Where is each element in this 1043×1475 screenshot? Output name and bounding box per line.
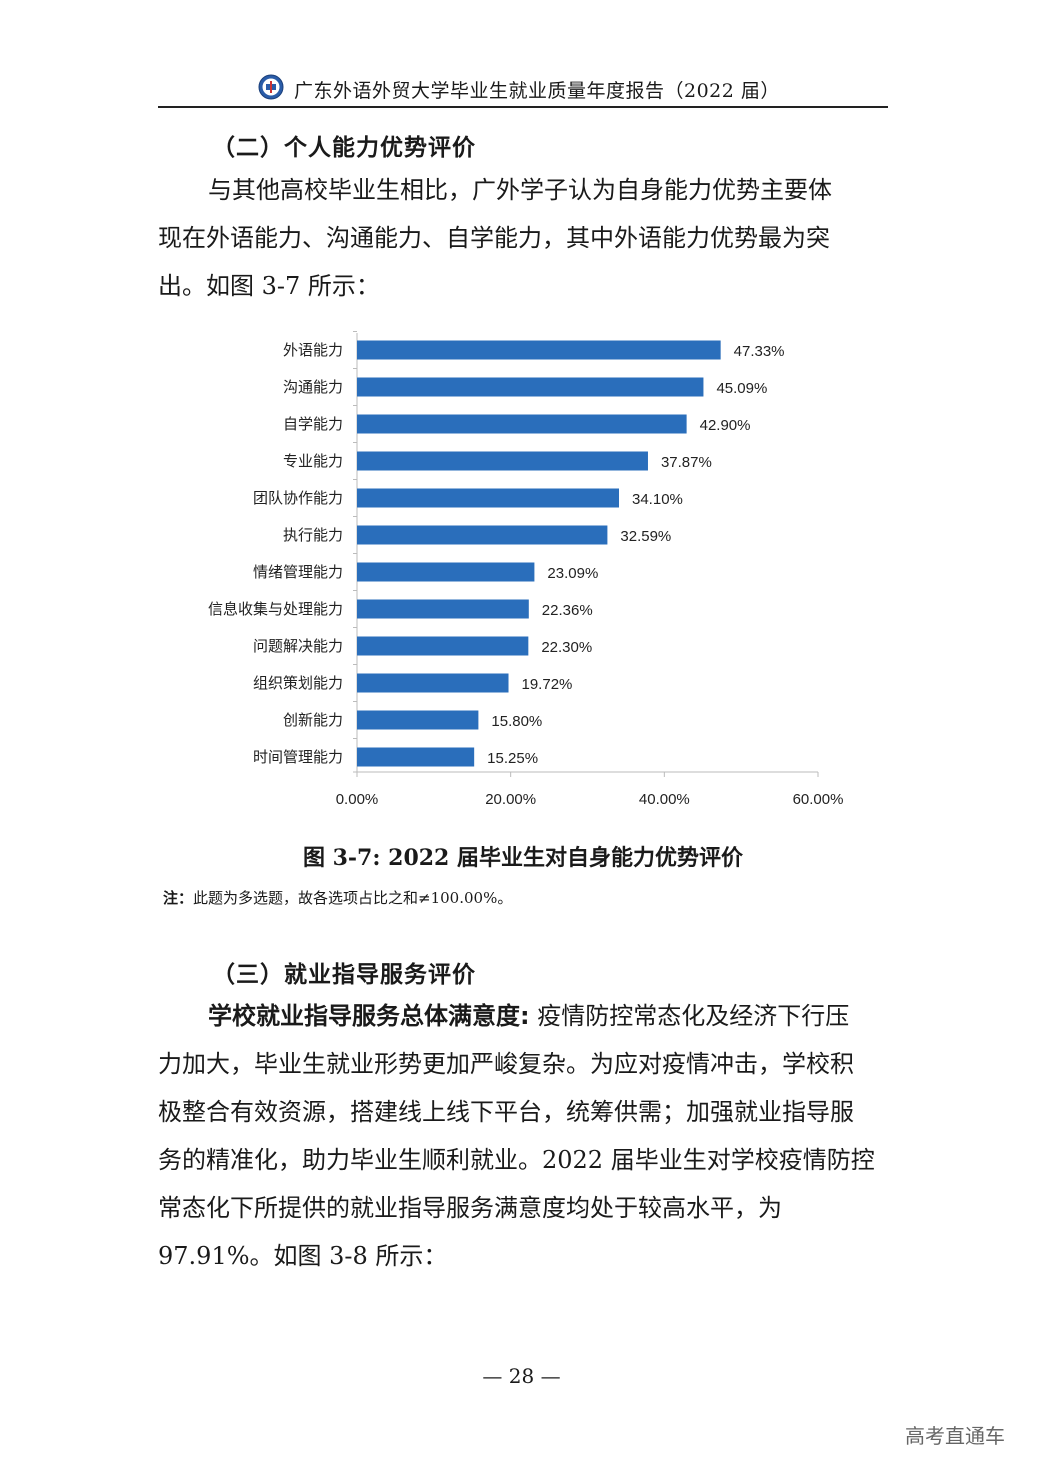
bar bbox=[357, 636, 529, 656]
data-label: 45.09% bbox=[716, 380, 767, 397]
section-2-heading: （二）个人能力优势评价 bbox=[212, 135, 476, 161]
page-header: 广东外语外贸大学毕业生就业质量年度报告（2022 届） bbox=[158, 70, 888, 108]
bar bbox=[357, 599, 529, 619]
note-text: 此题为多选题，故各选项占比之和≠100.00%。 bbox=[193, 889, 513, 907]
ability-bar-chart: 外语能力 47.33% 沟通能力 45.09% 自学能力 42.90% 专业能力 37.87%… bbox=[160, 325, 880, 825]
note-label: 注： bbox=[163, 889, 194, 907]
paragraph-line: 极整合有效资源，搭建线上线下平台，统筹供需；加强就业指导服 bbox=[158, 1098, 854, 1126]
section-2-paragraph: 与其他高校毕业生相比，广外学子认为自身能力优势主要体 现在外语能力、沟通能力、自… bbox=[158, 166, 888, 310]
x-tick-label: 60.00% bbox=[793, 791, 844, 808]
section-3-heading: （三）就业指导服务评价 bbox=[212, 962, 476, 988]
bar bbox=[357, 673, 509, 693]
paragraph-line: 学校就业指导服务总体满意度: 疫情防控常态化及经济下行压 bbox=[158, 992, 888, 1040]
category-label: 时间管理能力 bbox=[253, 748, 343, 766]
data-label: 22.30% bbox=[541, 639, 592, 656]
category-label: 团队协作能力 bbox=[253, 489, 343, 507]
category-label: 情绪管理能力 bbox=[253, 563, 343, 581]
paragraph-line: 97.91%。如图 3-8 所示： bbox=[158, 1242, 448, 1270]
watermark: 高考直通车 bbox=[905, 1424, 1005, 1448]
section-3-paragraph: 学校就业指导服务总体满意度: 疫情防控常态化及经济下行压 力加大，毕业生就业形势… bbox=[158, 992, 888, 1280]
figure-caption: 图 3-7: 2022 届毕业生对自身能力优势评价 bbox=[302, 845, 744, 871]
paragraph-line: 力加大，毕业生就业形势更加严峻复杂。为应对疫情冲击，学校积 bbox=[158, 1050, 854, 1078]
category-label: 自学能力 bbox=[283, 415, 343, 433]
report-title: 广东外语外贸大学毕业生就业质量年度报告（2022 届） bbox=[294, 80, 780, 102]
chart-canvas: 外语能力 47.33% 沟通能力 45.09% 自学能力 42.90% 专业能力 37.87%… bbox=[208, 331, 844, 808]
lead-bold-text: 学校就业指导服务总体满意度: bbox=[208, 1002, 530, 1030]
x-tick-label: 0.00% bbox=[336, 791, 379, 808]
page-number: — 28 — bbox=[482, 1364, 561, 1388]
category-label: 沟通能力 bbox=[283, 378, 343, 396]
category-label: 组织策划能力 bbox=[253, 674, 343, 692]
paragraph-line: 常态化下所提供的就业指导服务满意度均处于较高水平，为 bbox=[158, 1194, 782, 1222]
paragraph-line: 务的精准化，助力毕业生顺利就业。2022 届毕业生对学校疫情防控 bbox=[158, 1146, 875, 1174]
data-label: 42.90% bbox=[700, 417, 751, 434]
x-tick-label: 40.00% bbox=[639, 791, 690, 808]
category-label: 专业能力 bbox=[283, 452, 343, 470]
paragraph-line: 出。如图 3-7 所示： bbox=[158, 272, 380, 300]
bar bbox=[357, 747, 475, 767]
bar bbox=[357, 451, 648, 471]
bar bbox=[357, 414, 687, 434]
category-label: 问题解决能力 bbox=[253, 637, 343, 655]
bar bbox=[357, 377, 704, 397]
bar bbox=[357, 525, 608, 545]
paragraph-text: 疫情防控常态化及经济下行压 bbox=[529, 1002, 850, 1030]
data-label: 15.25% bbox=[487, 750, 538, 767]
data-label: 19.72% bbox=[522, 676, 573, 693]
bar bbox=[357, 562, 535, 582]
paragraph-line: 现在外语能力、沟通能力、自学能力，其中外语能力优势最为突 bbox=[158, 224, 830, 252]
bar bbox=[357, 488, 620, 508]
category-label: 信息收集与处理能力 bbox=[208, 600, 343, 618]
bar bbox=[357, 340, 721, 360]
data-label: 23.09% bbox=[547, 565, 598, 582]
data-label: 34.10% bbox=[632, 491, 683, 508]
data-label: 22.36% bbox=[542, 602, 593, 619]
figure-note: 注：此题为多选题，故各选项占比之和≠100.00%。 bbox=[163, 887, 512, 908]
category-label: 外语能力 bbox=[283, 341, 343, 359]
x-tick-label: 20.00% bbox=[485, 791, 536, 808]
category-label: 创新能力 bbox=[283, 711, 343, 729]
category-label: 执行能力 bbox=[283, 526, 343, 544]
university-seal-icon bbox=[258, 74, 284, 100]
data-label: 37.87% bbox=[661, 454, 712, 471]
paragraph-line: 与其他高校毕业生相比，广外学子认为自身能力优势主要体 bbox=[208, 176, 832, 204]
data-label: 32.59% bbox=[620, 528, 671, 545]
bar bbox=[357, 710, 479, 730]
data-label: 15.80% bbox=[491, 713, 542, 730]
data-label: 47.33% bbox=[734, 343, 785, 360]
